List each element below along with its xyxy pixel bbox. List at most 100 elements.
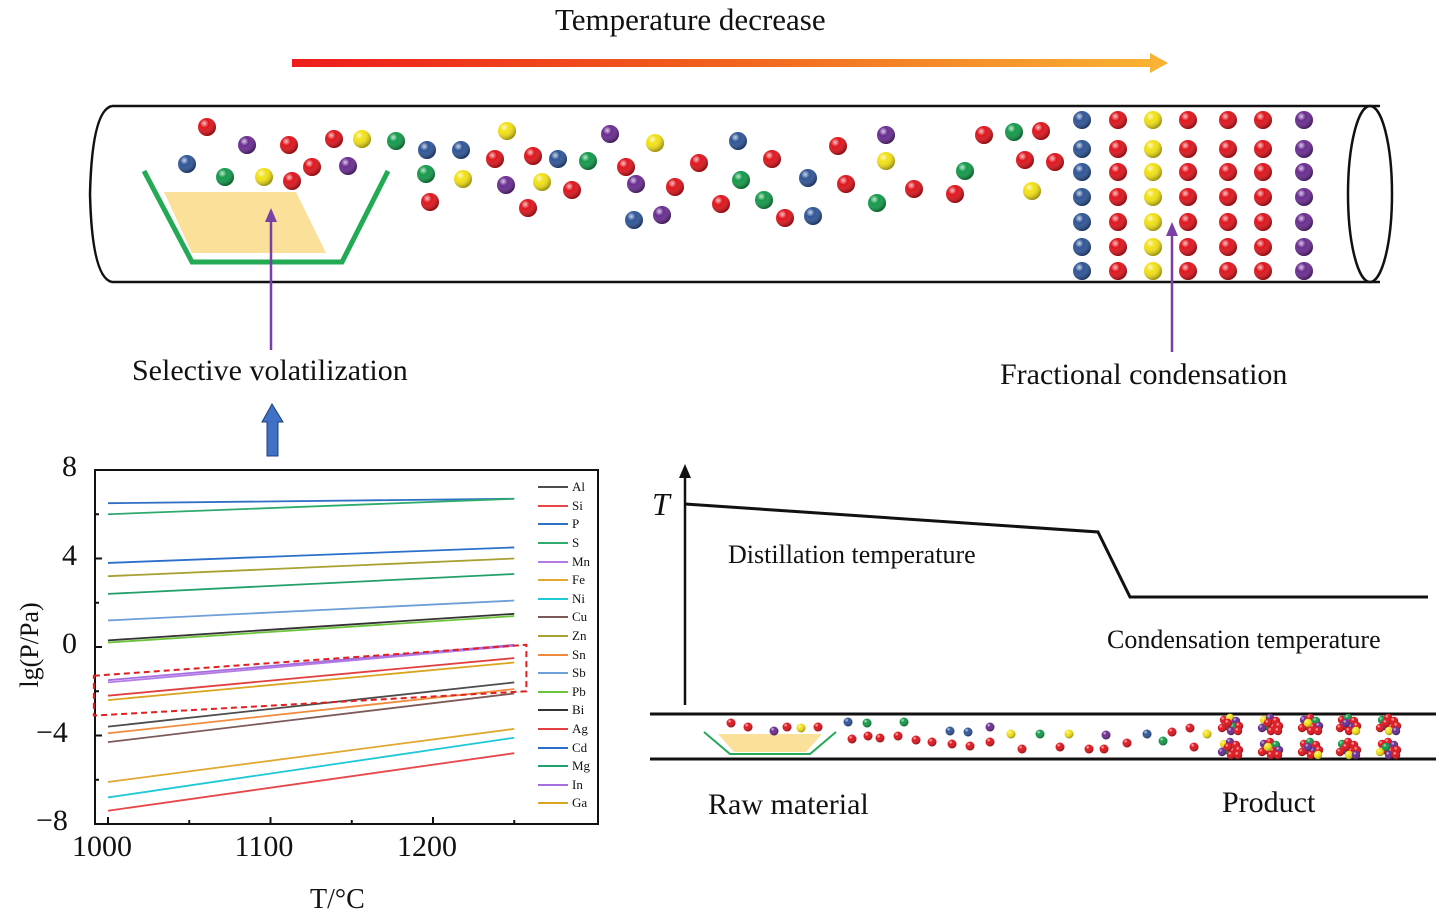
legend-label: Pb <box>572 683 586 699</box>
atom <box>625 211 643 229</box>
atom <box>1303 742 1313 752</box>
atom <box>729 132 747 150</box>
atom <box>627 175 645 193</box>
legend-label: Si <box>572 497 583 513</box>
legend-swatch <box>538 709 568 712</box>
atom <box>387 132 405 150</box>
atom <box>1344 750 1354 760</box>
y-tick-label: 0 <box>62 627 77 660</box>
atom <box>965 741 975 751</box>
atom <box>799 169 817 187</box>
series-line-ag <box>107 657 515 697</box>
atom <box>1202 729 1212 739</box>
atom <box>666 178 684 196</box>
series-line-zn <box>107 557 515 578</box>
atom <box>755 191 773 209</box>
atom <box>1185 723 1195 733</box>
legend-swatch <box>538 597 568 600</box>
atom <box>1109 188 1127 206</box>
legend-item-s: S <box>538 534 590 553</box>
atom <box>1189 742 1199 752</box>
atom <box>1219 140 1237 158</box>
atom <box>646 134 664 152</box>
condensation-temperature-label: Condensation temperature <box>1107 625 1381 654</box>
legend-label: Al <box>572 479 585 495</box>
atom <box>353 130 371 148</box>
atom <box>875 733 885 743</box>
legend-swatch <box>538 802 568 805</box>
atom <box>1297 747 1307 757</box>
atom <box>963 727 973 737</box>
atom <box>1142 729 1152 739</box>
series-line-ni <box>107 736 515 799</box>
legend-swatch <box>538 728 568 731</box>
legend-label: Ga <box>572 795 588 811</box>
legend-label: Mn <box>572 553 591 569</box>
legend-item-si: Si <box>538 497 590 516</box>
condensed-atom-grid <box>1073 111 1313 280</box>
legend-label: Sn <box>572 646 586 662</box>
atom <box>1344 726 1354 736</box>
y-tick-label: −8 <box>36 804 68 837</box>
atom <box>519 199 537 217</box>
chart-frame <box>94 469 599 825</box>
atom <box>911 735 921 745</box>
atom <box>782 722 792 732</box>
atom <box>1073 111 1091 129</box>
legend-item-cd: Cd <box>538 738 590 757</box>
atom <box>1375 723 1385 733</box>
atom <box>1263 718 1273 728</box>
atom <box>1226 726 1236 736</box>
atom <box>1073 140 1091 158</box>
atom <box>1391 726 1401 736</box>
legend-swatch <box>538 486 568 489</box>
atom <box>927 737 937 747</box>
atom <box>1381 718 1391 728</box>
atom <box>1055 742 1065 752</box>
legend-label: Mg <box>572 758 591 774</box>
atom <box>1064 729 1074 739</box>
atom <box>1179 140 1197 158</box>
atom <box>1219 262 1237 280</box>
fractional-condensation-label: Fractional condensation <box>1000 358 1288 391</box>
atom <box>1109 111 1127 129</box>
atom <box>804 207 822 225</box>
atom <box>1254 262 1272 280</box>
temperature-gradient-arrow <box>292 53 1168 73</box>
atom <box>1219 188 1237 206</box>
atom <box>1006 729 1016 739</box>
mini-crucible <box>703 731 837 755</box>
atom <box>945 726 955 736</box>
atom <box>1313 726 1323 736</box>
atom <box>1179 238 1197 256</box>
series-line-bi <box>107 612 515 642</box>
legend-label: In <box>572 776 583 792</box>
legend-item-pb: Pb <box>538 683 590 702</box>
atom <box>1257 747 1267 757</box>
atom <box>198 118 216 136</box>
atom <box>1219 213 1237 231</box>
atom <box>1313 750 1323 760</box>
atom <box>421 193 439 211</box>
atom <box>579 152 597 170</box>
atom <box>1016 151 1034 169</box>
atom <box>847 734 857 744</box>
series-line-si <box>107 752 515 812</box>
atom <box>1335 747 1345 757</box>
series-line-cd <box>107 546 515 564</box>
atom <box>1219 111 1237 129</box>
legend-swatch <box>538 783 568 786</box>
atom <box>1122 738 1132 748</box>
atom <box>1295 163 1313 181</box>
atom <box>1046 153 1064 171</box>
distillation-temperature-label: Distillation temperature <box>728 540 976 569</box>
atom <box>1073 188 1091 206</box>
atom <box>1144 140 1162 158</box>
legend-label: P <box>572 516 580 532</box>
atom <box>1375 747 1385 757</box>
atom <box>863 731 873 741</box>
atom <box>1254 238 1272 256</box>
atom <box>1306 750 1316 760</box>
series-line-fe <box>107 727 515 783</box>
legend-label: Ag <box>572 721 588 737</box>
